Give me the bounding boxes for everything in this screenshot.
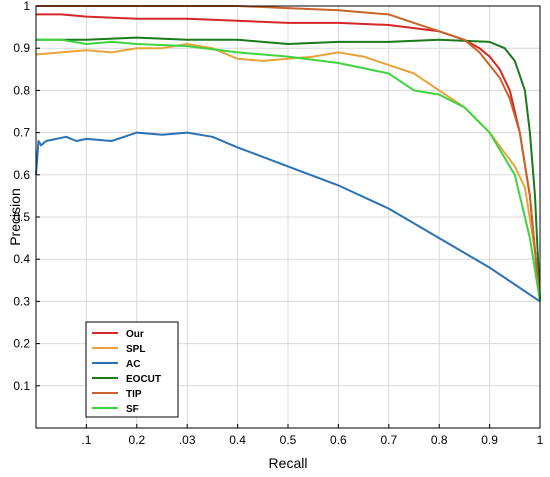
y-tick-label: 0.4: [13, 252, 30, 266]
x-tick-label: 0.7: [380, 433, 397, 447]
x-axis-title: Recall: [269, 455, 308, 471]
series-line-spl: [35, 43, 541, 302]
x-tick-label: 0.9: [481, 433, 498, 447]
x-tick-label: 0.4: [229, 433, 246, 447]
y-tick-label: 0.1: [13, 379, 30, 393]
x-tick-label: 0.2: [128, 433, 145, 447]
y-tick-label: 0.8: [13, 83, 30, 97]
legend-label-tip: TIP: [126, 389, 142, 400]
series-line-sf: [36, 38, 541, 302]
y-tick-label: 1: [23, 0, 30, 13]
y-tick-label: 0.5: [13, 210, 30, 224]
x-tick-label: .03: [179, 433, 196, 447]
x-tick-label: 0.8: [431, 433, 448, 447]
y-tick-label: 0.2: [13, 337, 30, 351]
x-tick-label: 0.6: [330, 433, 347, 447]
legend-label-eocut: EOCUT: [126, 374, 161, 385]
y-tick-label: 0.7: [13, 126, 30, 140]
legend-label-ac: AC: [126, 359, 140, 370]
x-tick-label: .1: [81, 433, 91, 447]
y-tick-label: 0.6: [13, 168, 30, 182]
y-tick-label: 0.3: [13, 294, 30, 308]
legend-label-spl: SPL: [126, 344, 145, 355]
y-axis-title: Precision: [7, 188, 23, 246]
x-tick-label: 1: [537, 433, 544, 447]
series-line-ac: [35, 131, 541, 303]
legend: Our SPL AC EOCUT TIP SF: [85, 321, 179, 418]
legend-box: [85, 321, 179, 418]
x-tick-label: 0.5: [280, 433, 297, 447]
legend-label-our: Our: [126, 329, 144, 340]
series-line-eocut: [36, 36, 541, 302]
y-tick-label: 0.9: [13, 41, 30, 55]
tick-labels: .1 0.2 .03 0.4 0.5 0.6 0.7 0.8 0.9 1 0.1 0.2 0.3 0.4 0…: [13, 0, 543, 447]
legend-label-sf: SF: [126, 404, 139, 415]
